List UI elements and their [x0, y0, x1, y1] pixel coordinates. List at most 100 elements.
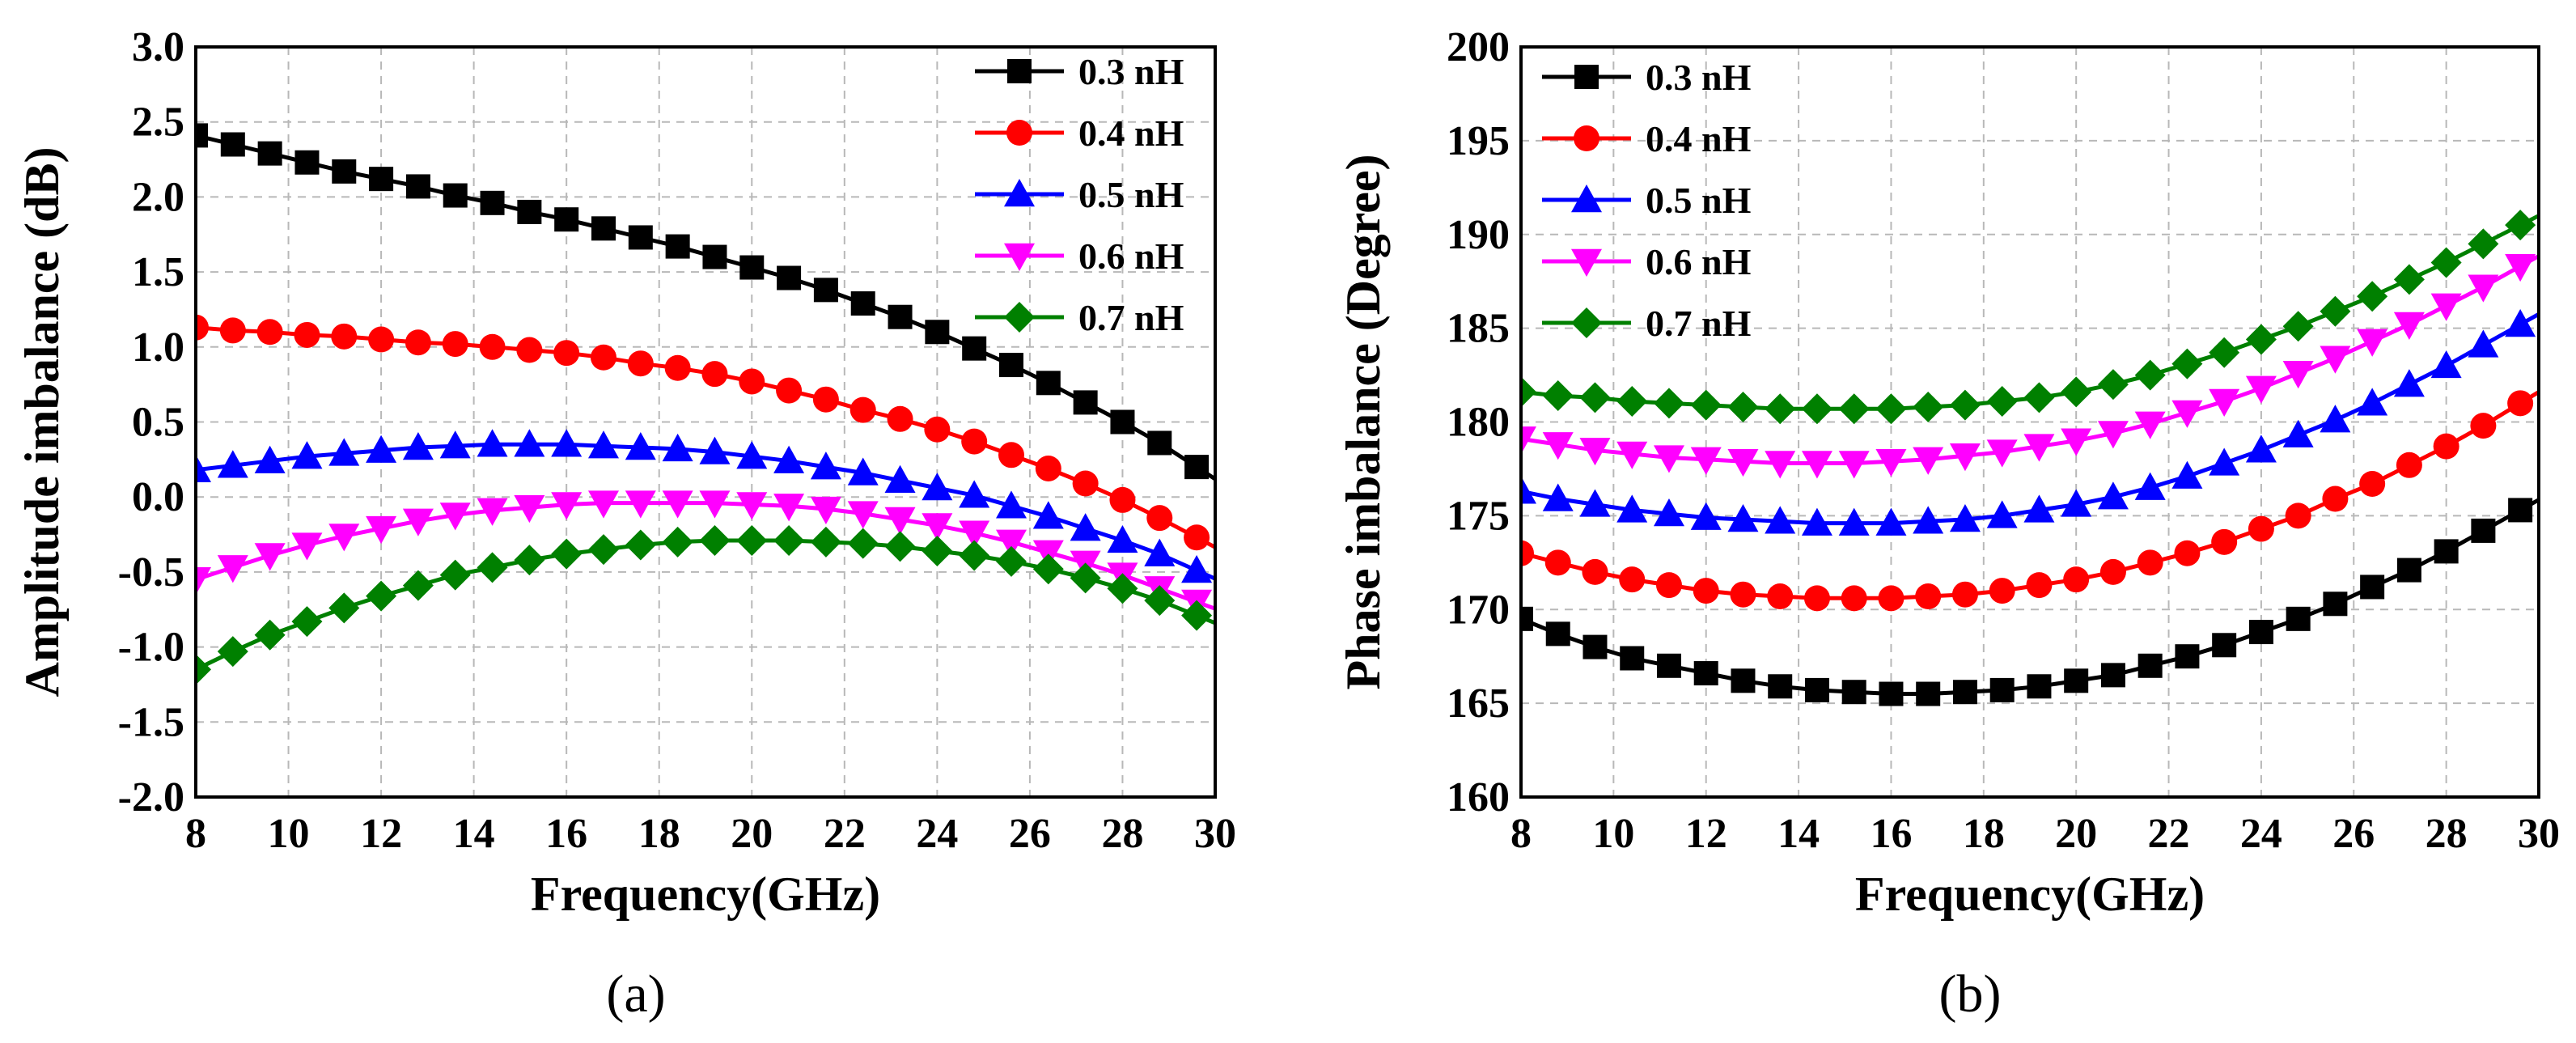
x-axis-title: Frequency(GHz) — [531, 867, 880, 921]
data-point — [1765, 506, 1796, 534]
data-point — [773, 445, 805, 473]
data-point — [1616, 386, 1648, 418]
data-point — [699, 490, 731, 519]
data-point — [1620, 646, 1645, 671]
data-point — [516, 337, 543, 363]
y-tick-label: 185 — [1447, 306, 1510, 352]
legend-label: 0.6 nH — [1646, 241, 1752, 282]
data-point — [810, 496, 841, 525]
data-point — [1841, 680, 1866, 705]
data-point — [739, 368, 765, 395]
data-point — [739, 255, 765, 280]
data-point — [2360, 574, 2385, 600]
data-point — [2134, 472, 2166, 500]
data-point — [1986, 439, 2018, 468]
panel-a-amplitude-chart: 8 10 12 14 16 18 20 22 24 26 28 30 -2.0 -1.5 -1.0 -0.5 0… — [15, 24, 1236, 1024]
legend-marker — [1004, 302, 1035, 333]
data-point — [1801, 393, 1832, 425]
legend-marker — [1574, 125, 1599, 151]
x-axis-title: Frequency(GHz) — [1855, 867, 2205, 921]
legend-label: 0.7 nH — [1646, 303, 1752, 344]
y-tick-label: -1.5 — [118, 699, 184, 745]
data-point — [328, 592, 360, 624]
data-point — [1521, 376, 1536, 408]
data-point — [924, 416, 951, 443]
data-point — [1579, 438, 1611, 466]
data-point — [196, 123, 208, 148]
data-point — [220, 132, 245, 157]
data-point — [662, 433, 693, 462]
legend-label: 0.3 nH — [1078, 51, 1184, 92]
data-point — [1731, 668, 1756, 693]
data-point — [1838, 393, 1870, 425]
data-point — [2137, 549, 2163, 576]
legend-item: 0.4 nH — [1542, 118, 1752, 159]
data-point — [773, 494, 805, 522]
data-point — [1951, 581, 1978, 608]
data-point — [2175, 644, 2200, 669]
data-point — [1986, 386, 2018, 418]
x-tick-label: 18 — [1963, 811, 2005, 857]
data-point — [627, 350, 654, 377]
data-point — [1521, 476, 1536, 504]
legend-item: 0.5 nH — [1542, 180, 1752, 221]
data-point — [294, 321, 320, 348]
data-point — [962, 336, 987, 361]
data-point — [1582, 634, 1608, 659]
data-point — [961, 428, 988, 455]
x-tick-label: 10 — [268, 811, 310, 857]
x-tick-label: 16 — [545, 811, 587, 857]
data-point — [1915, 583, 1942, 610]
data-point — [887, 405, 913, 432]
data-point — [1073, 390, 1098, 415]
data-point — [2134, 411, 2166, 439]
data-point — [884, 531, 916, 562]
panel-b-phase-chart: 8 10 12 14 16 18 20 22 24 26 28 30 160 165 170 175 180 18… — [1337, 24, 2560, 1024]
data-point — [813, 278, 838, 303]
data-point — [922, 473, 953, 501]
data-point — [1989, 677, 2015, 702]
data-point — [665, 234, 690, 259]
data-point — [847, 528, 879, 559]
x-tick-label: 30 — [2518, 811, 2560, 857]
legend-marker — [1571, 307, 1602, 338]
data-point — [1765, 393, 1796, 425]
data-point — [1690, 447, 1722, 475]
data-point — [2209, 337, 2240, 368]
data-point — [196, 314, 209, 341]
data-point — [2023, 494, 2055, 523]
data-point — [2393, 264, 2425, 295]
data-point — [2468, 228, 2499, 260]
y-tick-label: 1.0 — [132, 324, 184, 371]
data-point — [591, 216, 616, 241]
data-point — [332, 159, 357, 184]
data-point — [1107, 573, 1138, 604]
panel-caption: (a) — [606, 965, 665, 1024]
y-tick-label: 165 — [1447, 680, 1510, 727]
y-tick-label: 2.0 — [132, 174, 184, 220]
data-point — [366, 515, 397, 545]
data-point — [2430, 247, 2462, 278]
data-point — [1801, 507, 1832, 536]
legend-label: 0.4 nH — [1078, 112, 1184, 154]
data-point — [1070, 562, 1101, 594]
data-point — [1545, 621, 1570, 647]
data-point — [443, 183, 468, 208]
data-point — [2471, 518, 2496, 543]
data-point — [2433, 433, 2459, 460]
data-point — [1879, 681, 1904, 706]
data-point — [699, 524, 731, 556]
data-point — [959, 540, 990, 571]
legend-label: 0.4 nH — [1646, 118, 1752, 159]
x-tick-label: 8 — [1510, 811, 1532, 857]
legend-label: 0.5 nH — [1646, 180, 1752, 221]
data-point — [884, 464, 916, 494]
data-point — [2359, 470, 2386, 497]
data-point — [331, 323, 358, 350]
data-point — [2430, 350, 2462, 379]
legend-item: 0.6 nH — [975, 235, 1184, 277]
plot-frame — [1519, 45, 2540, 799]
legend-marker — [1004, 179, 1035, 207]
x-tick-label: 22 — [824, 811, 866, 857]
